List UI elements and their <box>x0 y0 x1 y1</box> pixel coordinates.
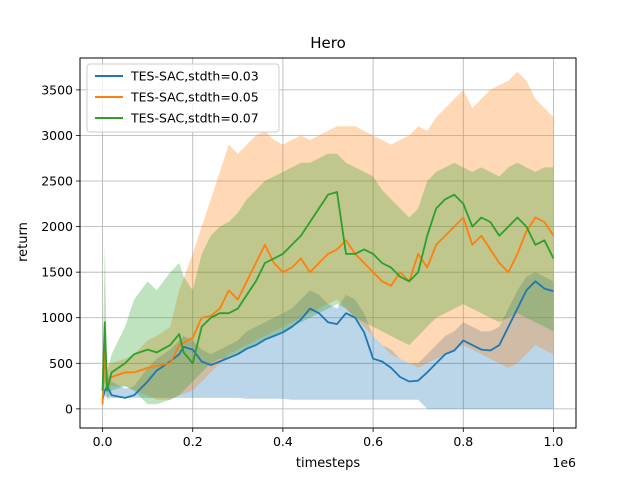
x-tick-label: 0.4 <box>273 434 293 449</box>
x-tick-label: 0.2 <box>183 434 203 449</box>
y-tick-label: 3000 <box>41 128 73 143</box>
x-axis-label: timesteps <box>296 456 360 471</box>
series-line-3 <box>101 191 555 392</box>
confidence-bands <box>102 71 554 409</box>
legend-label-3: TES-SAC,stdth=0.07 <box>130 111 259 126</box>
legend-label-1: TES-SAC,stdth=0.03 <box>130 69 259 84</box>
y-tick-label: 1000 <box>41 310 73 325</box>
y-tick-label: 3500 <box>41 82 73 97</box>
plot-frame <box>79 57 577 429</box>
legend-box <box>86 63 280 133</box>
x-tick-label: 0.8 <box>453 434 473 449</box>
series-band-3 <box>102 153 554 405</box>
x-tick-label: 1.0 <box>544 434 564 449</box>
y-tick-label: 2500 <box>41 174 73 189</box>
y-axis-label: return <box>16 222 31 262</box>
y-tick-label: 2000 <box>41 219 73 234</box>
chart-title: Hero <box>310 34 346 52</box>
series-lines <box>101 191 555 405</box>
legend-label-2: TES-SAC,stdth=0.05 <box>130 90 259 105</box>
series-band-2 <box>102 71 554 409</box>
axis-ticks: 0.0 0.2 0.4 0.6 0.8 1.0 0 500 1000 1500 2000 2500 30… <box>41 82 563 449</box>
x-tick-label: 0.6 <box>363 434 383 449</box>
x-axis-scale-label: 1e6 <box>552 455 576 470</box>
legend-entries: TES-SAC,stdth=0.03 TES-SAC,stdth=0.05 TES-… <box>95 69 259 126</box>
series-line-2 <box>101 216 555 405</box>
y-tick-label: 500 <box>49 356 73 371</box>
series-line-1 <box>101 280 554 400</box>
legend: TES-SAC,stdth=0.03 TES-SAC,stdth=0.05 TES-… <box>86 63 280 133</box>
y-tick-label: 1500 <box>41 265 73 280</box>
series-band-1 <box>102 272 554 409</box>
y-tick-label: 0 <box>65 401 73 416</box>
x-tick-label: 0.0 <box>93 434 113 449</box>
